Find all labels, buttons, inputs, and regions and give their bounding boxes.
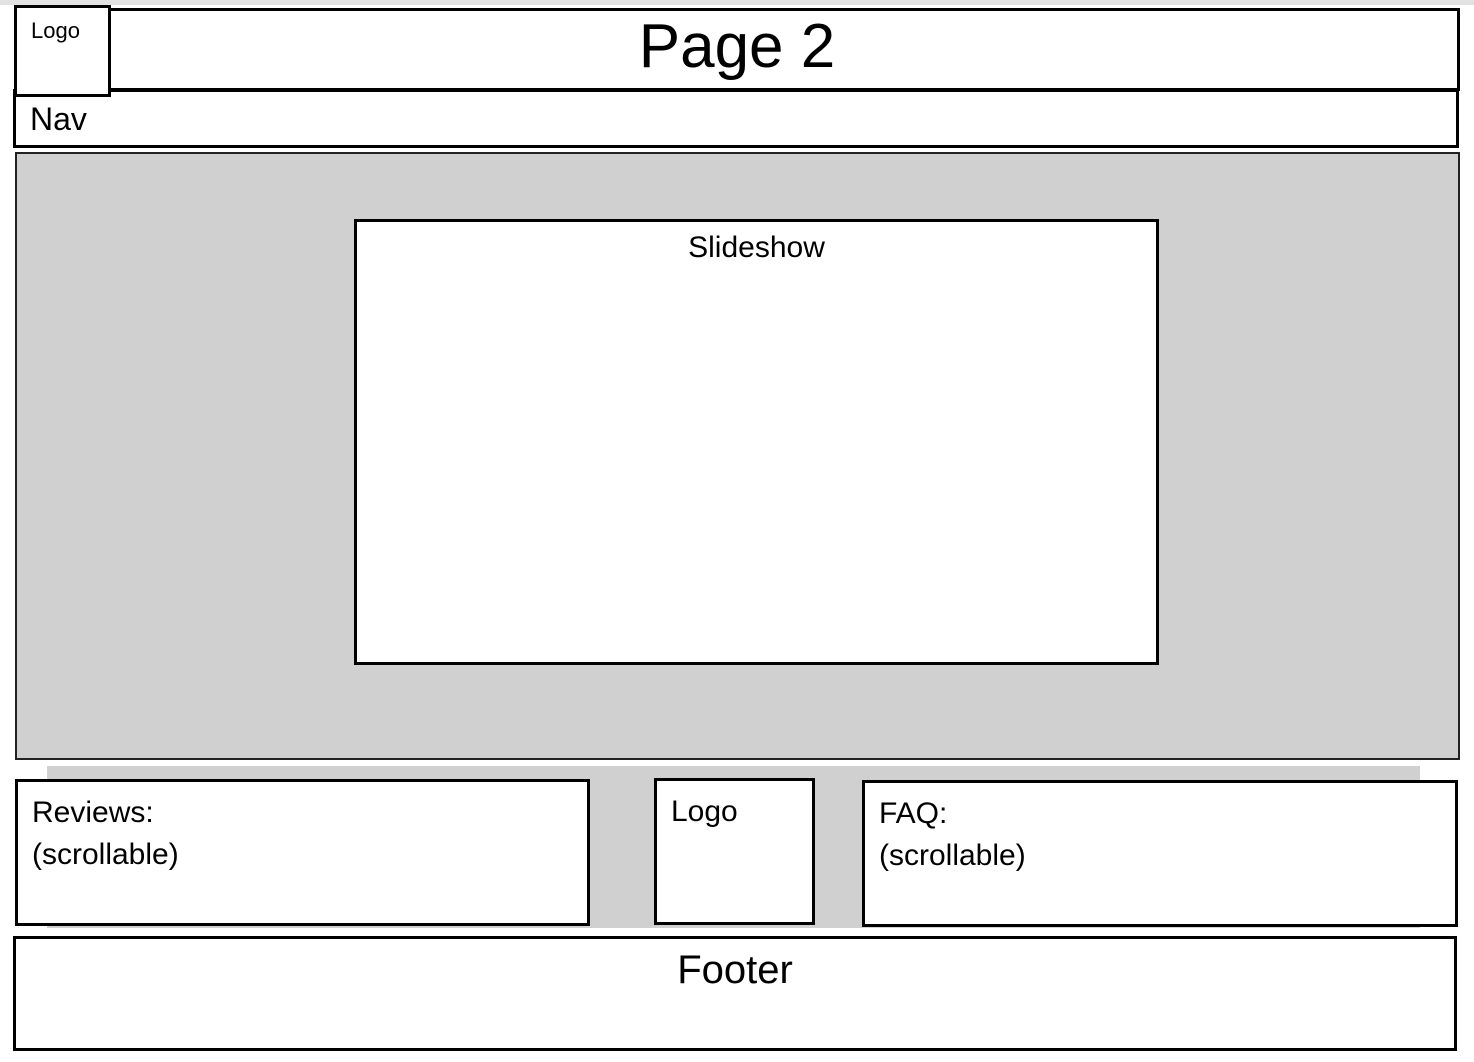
slideshow-placeholder[interactable]: Slideshow xyxy=(354,219,1159,665)
slideshow-label: Slideshow xyxy=(688,231,825,264)
bottom-logo-placeholder[interactable]: Logo xyxy=(654,778,815,925)
faq-panel[interactable]: FAQ: (scrollable) xyxy=(862,780,1458,927)
header-logo-placeholder[interactable]: Logo xyxy=(14,5,111,97)
reviews-scroll-note: (scrollable) xyxy=(32,838,179,871)
faq-title: FAQ: xyxy=(879,797,948,830)
nav-bar[interactable]: Nav xyxy=(13,89,1459,148)
footer-bar: Footer xyxy=(13,936,1457,1051)
faq-text: FAQ: (scrollable) xyxy=(879,793,1026,877)
reviews-title: Reviews: xyxy=(32,796,154,829)
footer-label: Footer xyxy=(677,948,793,992)
header-bar: Page 2 xyxy=(14,8,1460,91)
header-logo-label: Logo xyxy=(31,18,80,43)
page-top-edge xyxy=(0,0,1474,5)
reviews-text: Reviews: (scrollable) xyxy=(32,792,179,876)
page-title: Page 2 xyxy=(638,12,836,81)
nav-label: Nav xyxy=(30,101,87,137)
faq-scroll-note: (scrollable) xyxy=(879,839,1026,872)
bottom-logo-label: Logo xyxy=(671,795,738,828)
reviews-panel[interactable]: Reviews: (scrollable) xyxy=(15,779,590,926)
